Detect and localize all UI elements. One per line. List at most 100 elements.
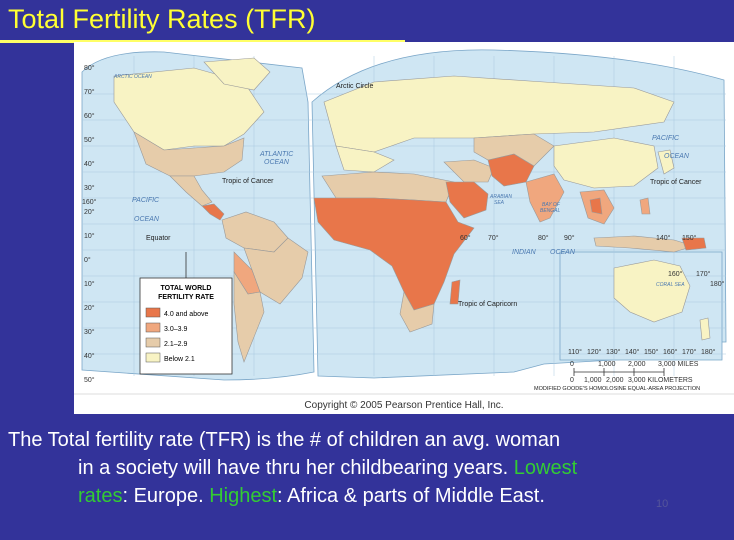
- legend-label: 2.1–2.9: [164, 341, 187, 348]
- china-mongolia: [553, 137, 659, 189]
- bay-of-bengal-label-1: BAY OF: [542, 202, 561, 208]
- equator-label: Equator: [146, 235, 171, 242]
- philippines: [639, 197, 651, 215]
- body-line-3: rates: Europe. Highest: Africa & parts o…: [8, 482, 732, 510]
- papua-new-guinea: [681, 237, 707, 251]
- lon-label-160w: 160°: [82, 198, 97, 206]
- atlantic-ocean-label-1: ATLANTIC: [259, 151, 294, 158]
- lon-label-150e: 150°: [682, 234, 697, 242]
- latitude-label: 80°: [84, 64, 95, 72]
- atlantic-ocean-label-2: OCEAN: [264, 159, 290, 166]
- lon-label-160e: 160°: [668, 270, 683, 278]
- longitude-bottom-label: 120°: [587, 348, 602, 356]
- world-map-svg: TOTAL WORLD FERTILITY RATE 4.0 and above…: [74, 49, 734, 411]
- arctic-circle-label: Arctic Circle: [336, 83, 373, 90]
- legend-label: Below 2.1: [164, 356, 195, 363]
- southern-africa: [399, 291, 435, 333]
- arabian-sea-label-2: SEA: [494, 200, 505, 206]
- arctic-ocean-label: ARCTIC OCEAN: [113, 74, 152, 80]
- legend-label: 3.0–3.9: [164, 326, 187, 333]
- greenland: [203, 57, 271, 91]
- madagascar: [449, 279, 461, 305]
- legend-title-2: FERTILITY RATE: [158, 294, 214, 301]
- lon-label-60e: 60°: [460, 234, 471, 242]
- latitude-label: 40°: [84, 160, 95, 168]
- legend-items: 4.0 and above 3.0–3.9 2.1–2.9 Below 2.1: [145, 307, 208, 363]
- slide-title: Total Fertility Rates (TFR): [8, 4, 316, 34]
- latitude-label: 10°: [84, 280, 95, 288]
- scale-km-1: 1,000: [584, 377, 602, 384]
- longitude-bottom-label: 160°: [663, 348, 678, 356]
- sub-saharan-africa: [313, 197, 475, 311]
- scale-km-0: 0: [570, 377, 574, 384]
- longitude-bottom-label: 110°: [568, 348, 582, 356]
- coral-sea-label: CORAL SEA: [656, 282, 685, 288]
- latitude-label: 50°: [84, 376, 95, 384]
- tropic-of-cancer-label-west: Tropic of Cancer: [222, 178, 274, 185]
- body-line-2-text: in a society will have thru her childbea…: [78, 457, 514, 479]
- pacific-ocean-east-label-1: PACIFIC: [652, 135, 680, 142]
- scale-km-3: 3,000 KILOMETERS: [628, 377, 693, 384]
- tropic-of-capricorn-label: Tropic of Capricorn: [458, 301, 517, 308]
- arabian-peninsula: [445, 181, 489, 219]
- copyright-text: Copyright © 2005 Pearson Prentice Hall, …: [304, 400, 503, 411]
- longitude-bottom-label: 140°: [625, 348, 640, 356]
- legend-swatch: [145, 322, 161, 333]
- legend-label: 4.0 and above: [164, 311, 208, 318]
- europe-russia: [323, 75, 675, 153]
- legend-swatch: [145, 337, 161, 348]
- mexico: [169, 175, 213, 207]
- scale-miles-1: 1,000: [598, 361, 616, 368]
- title-underline: [0, 40, 405, 43]
- latitude-label: 20°: [84, 304, 95, 312]
- united-states: [133, 131, 245, 177]
- latitude-label: 0°: [84, 256, 91, 264]
- lon-label-80e: 80°: [538, 234, 549, 242]
- pacific-ocean-east-label-2: OCEAN: [664, 153, 690, 160]
- western-europe: [335, 145, 395, 173]
- indian-ocean-label-2: OCEAN: [550, 249, 576, 256]
- indonesia: [593, 235, 696, 253]
- pacific-ocean-west-label-1: PACIFIC: [132, 197, 160, 204]
- scale-bar: 0 1,000 2,000 3,000 MILES 0 1,000 2,000 …: [534, 361, 700, 392]
- latitude-labels: 80° 70° 60° 50° 40° 30° 20° 10° 0° 10° 20° 30° 40° 50…: [84, 64, 95, 384]
- longitude-bottom-label: 180°: [701, 348, 716, 356]
- middle-east-north: [443, 159, 495, 183]
- latitude-label: 30°: [84, 328, 95, 336]
- projection-label: MODIFIED GOODE'S HOMOLOSINE EQUAL-AREA P…: [534, 386, 700, 392]
- latitude-label: 40°: [84, 352, 95, 360]
- body-line-1-text: The Total fertility rate (TFR) is the # …: [8, 429, 561, 451]
- longitude-bottom-labels: 110° 120° 130° 140° 150° 160° 170° 180°: [568, 348, 716, 356]
- fertility-map: TOTAL WORLD FERTILITY RATE 4.0 and above…: [74, 42, 734, 414]
- scale-miles-3: 3,000 MILES: [658, 361, 699, 368]
- africa-text: : Africa & parts of Middle East.: [277, 485, 545, 507]
- body-line-1: The Total fertility rate (TFR) is the # …: [8, 426, 732, 454]
- rates-highlight: rates: [78, 485, 123, 507]
- latitude-label: 30°: [84, 184, 95, 192]
- india: [525, 173, 565, 223]
- indian-ocean-label-1: INDIAN: [512, 249, 537, 256]
- latitude-label: 50°: [84, 136, 95, 144]
- longitude-bottom-label: 150°: [644, 348, 659, 356]
- laos-cambodia: [589, 197, 603, 215]
- legend-swatch: [145, 352, 161, 363]
- scale-miles-2: 2,000: [628, 361, 646, 368]
- bay-of-bengal-label-2: BENGAL: [540, 208, 561, 214]
- lon-label-140e: 140°: [656, 234, 671, 242]
- europe-text: : Europe.: [122, 485, 210, 507]
- legend-title-1: TOTAL WORLD: [161, 285, 212, 292]
- pacific-ocean-west-label-2: OCEAN: [134, 216, 160, 223]
- legend-swatch: [145, 307, 161, 318]
- highest-highlight: Highest: [209, 485, 277, 507]
- lon-label-180: 180°: [710, 280, 725, 288]
- australia: [613, 259, 691, 323]
- lon-label-170e: 170°: [696, 270, 711, 278]
- slide-number: 10: [656, 498, 669, 510]
- latitude-label: 10°: [84, 232, 95, 240]
- legend: TOTAL WORLD FERTILITY RATE 4.0 and above…: [139, 277, 233, 375]
- scale-miles-0: 0: [570, 361, 574, 368]
- longitude-bottom-label: 170°: [682, 348, 697, 356]
- longitude-bottom-label: 130°: [606, 348, 621, 356]
- lon-label-70e: 70°: [488, 234, 499, 242]
- scale-km-2: 2,000: [606, 377, 624, 384]
